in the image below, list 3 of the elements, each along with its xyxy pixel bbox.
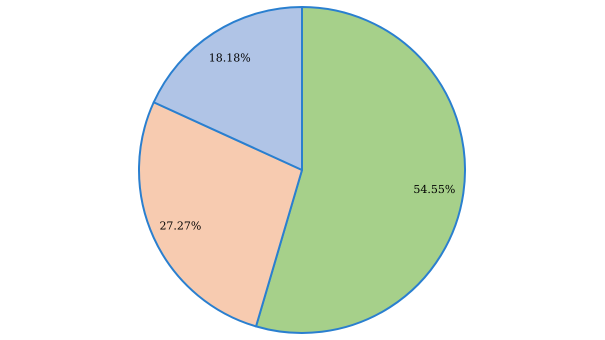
data-label: 27.27% [159,219,202,232]
data-label: 18.18% [208,51,251,64]
data-label: 54.55% [413,182,456,196]
